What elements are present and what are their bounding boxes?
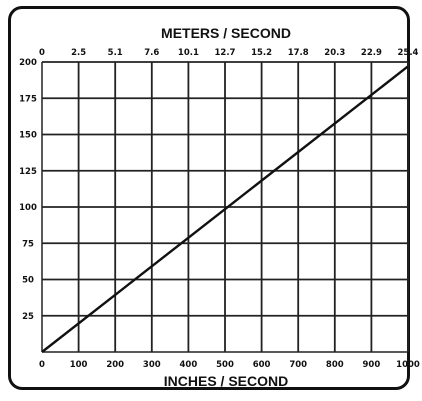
top-axis-tick-label: 0 [39,48,45,58]
top-axis-tick-label: 5.1 [108,48,123,58]
left-axis-tick-label: 75 [22,239,34,249]
left-axis-tick-label: 25 [22,312,34,322]
left-axis-tick-label: 200 [19,58,37,68]
top-axis-tick-label: 12.7 [215,48,236,58]
bottom-axis-tick-label: 1000 [396,360,420,370]
top-axis-tick-label: 2.5 [71,48,86,58]
bottom-axis-tick-label: 900 [363,360,381,370]
left-axis-tick-label: 50 [22,276,34,286]
top-axis-tick-label: 22.9 [361,48,382,58]
bottom-axis-tick-label: 0 [39,360,45,370]
left-axis-tick-label: 150 [19,131,37,141]
bottom-axis-tick-label: 100 [70,360,88,370]
top-axis-tick-label: 10.1 [178,48,199,58]
bottom-axis-title: INCHES / SECOND [164,373,288,389]
bottom-axis-tick-label: 600 [253,360,271,370]
left-axis-tick-label: 100 [19,203,37,213]
top-axis-tick-label: 15.2 [251,48,272,58]
bottom-axis-tick-label: 300 [143,360,161,370]
top-axis-tick-label: 17.8 [288,48,309,58]
top-axis-tick-label: 20.3 [324,48,345,58]
left-axis-tick-label: 175 [19,94,37,104]
top-axis-tick-label: 25.4 [398,48,419,58]
bottom-axis-tick-label: 200 [106,360,124,370]
top-axis-tick-label: 7.6 [144,48,159,58]
top-axis-title: METERS / SECOND [161,25,291,41]
bottom-axis-tick-label: 800 [326,360,344,370]
bottom-axis-tick-label: 500 [216,360,234,370]
left-axis-tick-label: 125 [19,167,37,177]
bottom-axis-tick-label: 700 [289,360,307,370]
series-line [41,65,409,353]
bottom-axis-tick-label: 400 [180,360,198,370]
